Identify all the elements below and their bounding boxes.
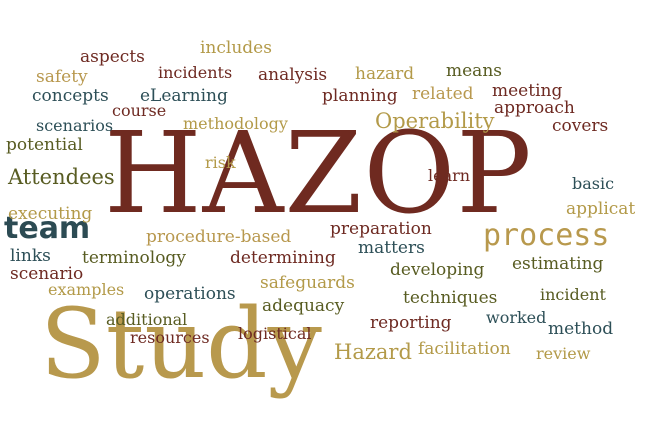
word-planning: planning: [322, 86, 398, 106]
word-adequacy: adequacy: [262, 296, 345, 316]
word-analysis: analysis: [258, 65, 328, 85]
word-learn: learn: [428, 166, 471, 185]
word-means: means: [446, 61, 502, 81]
word-incidents: incidents: [158, 63, 233, 82]
word-resources: resources: [130, 328, 210, 347]
word-hazop: HAZOP: [104, 109, 533, 239]
word-examples: examples: [48, 280, 125, 299]
word-worked: worked: [486, 308, 547, 327]
word-covers: covers: [552, 116, 609, 136]
word-terminology: terminology: [82, 248, 186, 268]
word-procedure-based: procedure-based: [146, 227, 292, 247]
word-safety: safety: [36, 67, 88, 87]
word-determining: determining: [230, 248, 336, 268]
word-methodology: methodology: [183, 114, 288, 133]
word-safeguards: safeguards: [260, 273, 355, 293]
word-operability: Operability: [375, 109, 495, 133]
word-course: course: [112, 101, 167, 120]
word-developing: developing: [390, 260, 485, 280]
word-attendees: Attendees: [8, 165, 115, 189]
word-elearning: eLearning: [140, 86, 228, 106]
word-basic: basic: [572, 174, 615, 193]
word-preparation: preparation: [330, 219, 432, 239]
word-review: review: [536, 344, 591, 363]
word-related: related: [412, 84, 474, 104]
word-logistical: logistical: [238, 324, 312, 343]
word-method: method: [548, 319, 614, 339]
word-estimating: estimating: [512, 254, 604, 274]
word-study: Study: [40, 288, 322, 400]
word-operations: operations: [144, 284, 236, 304]
word-process: process: [483, 218, 610, 253]
word-scenarios: scenarios: [36, 116, 114, 135]
word-techniques: techniques: [403, 288, 498, 308]
word-matters: matters: [358, 238, 425, 258]
word-concepts: concepts: [32, 86, 109, 106]
word-links: links: [10, 246, 51, 266]
word-potential: potential: [6, 135, 83, 155]
word-hazard-cap: Hazard: [334, 340, 412, 364]
word-facilitation: facilitation: [418, 339, 511, 359]
word-incident: incident: [540, 285, 606, 304]
word-risk: risk: [205, 153, 236, 172]
word-scenario: scenario: [10, 264, 84, 284]
word-includes: includes: [200, 38, 272, 58]
word-approach: approach: [494, 98, 575, 118]
word-aspects: aspects: [80, 47, 145, 67]
word-additional: additional: [106, 310, 188, 329]
word-team: team: [4, 211, 91, 246]
word-applicat: applicat: [566, 199, 636, 219]
word-hazard: hazard: [355, 64, 415, 84]
word-reporting: reporting: [370, 313, 452, 333]
word-meeting: meeting: [492, 81, 563, 101]
word-executing: executing: [8, 204, 93, 224]
